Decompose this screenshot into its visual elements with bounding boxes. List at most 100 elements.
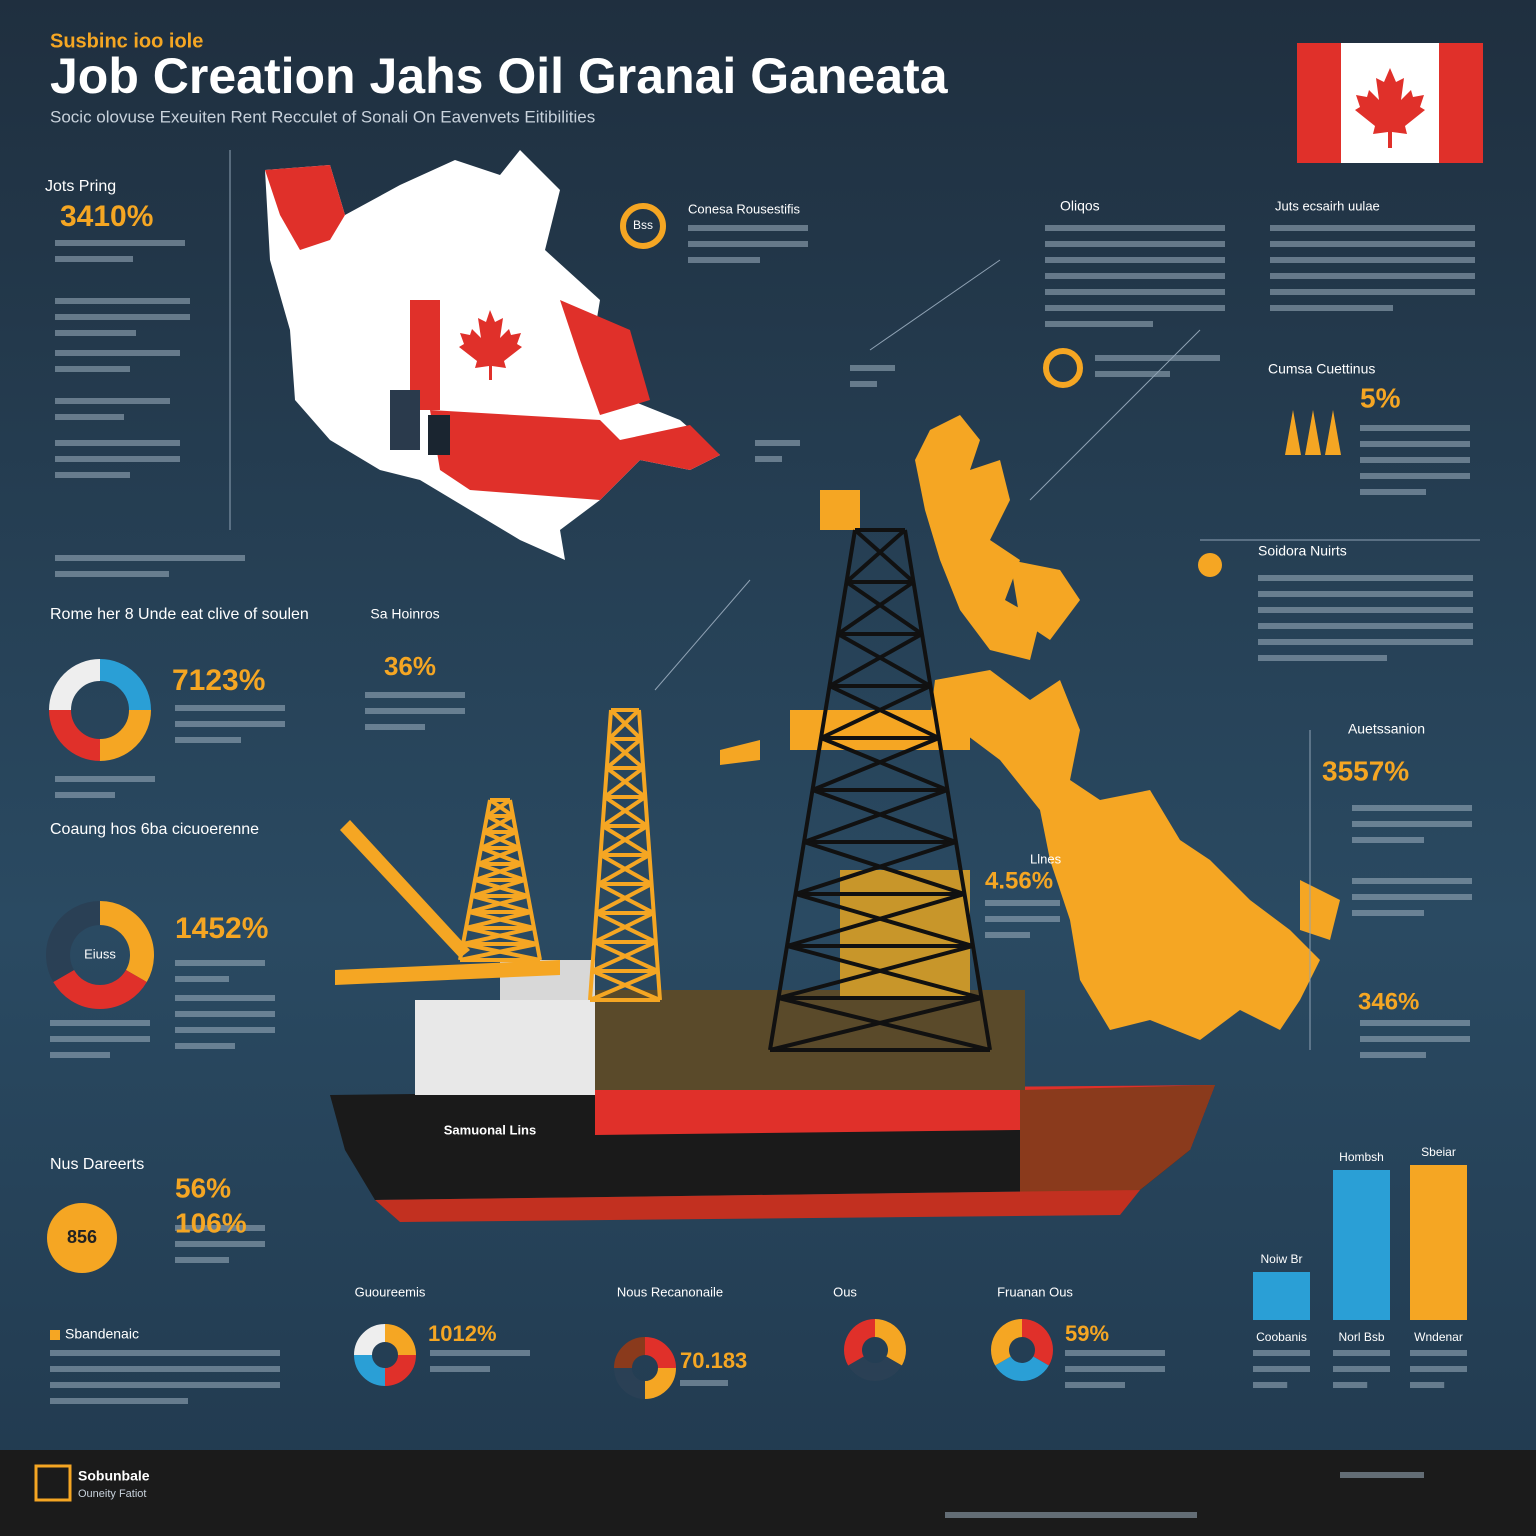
derrick-brace <box>609 708 643 741</box>
text-placeholder <box>1410 1366 1467 1372</box>
text-placeholder <box>55 555 245 561</box>
text-placeholder <box>1065 1350 1165 1356</box>
text-placeholder <box>175 1241 265 1247</box>
badge <box>1043 348 1083 388</box>
text-placeholder <box>1045 305 1225 311</box>
text-placeholder <box>688 257 760 263</box>
text-placeholder <box>1340 1472 1424 1478</box>
label: Socic olovuse Exeuiten Rent Recculet of … <box>50 107 595 126</box>
text-placeholder <box>1360 425 1470 431</box>
donut-segment <box>384 1324 416 1356</box>
bar <box>1333 1170 1390 1320</box>
text-placeholder <box>175 1011 275 1017</box>
text-placeholder <box>55 776 155 782</box>
derrick-brace <box>820 684 932 740</box>
text-placeholder <box>175 1225 265 1231</box>
text-placeholder <box>50 1350 280 1356</box>
text-placeholder <box>1258 575 1473 581</box>
text-placeholder <box>1352 821 1472 827</box>
text-placeholder <box>175 705 285 711</box>
derrick-brace <box>474 878 529 898</box>
label: Soidora Nuirts <box>1258 543 1347 559</box>
label: Conesa Rousestifis <box>688 201 800 216</box>
donut-segment <box>848 1355 902 1381</box>
donut-segment <box>995 1355 1049 1381</box>
donut-segment <box>49 659 101 711</box>
text-placeholder <box>1360 1020 1470 1026</box>
derrick-brace <box>845 528 907 584</box>
derrick-brace <box>477 862 526 882</box>
label: Cumsa Cuettinus <box>1268 361 1375 377</box>
text-placeholder <box>175 1257 229 1263</box>
derrick-brace <box>601 824 651 857</box>
text-placeholder <box>945 1512 1197 1518</box>
label: Nus Dareerts <box>50 1156 144 1173</box>
text-placeholder <box>688 241 808 247</box>
derrick-brace <box>828 632 923 688</box>
text-placeholder <box>1360 489 1426 495</box>
text-placeholder <box>1333 1366 1390 1372</box>
text-placeholder <box>1258 591 1473 597</box>
stat-value: 56% <box>175 1172 231 1203</box>
derrick-brace <box>769 996 982 1052</box>
label: Susbinc ioo iole <box>50 30 203 52</box>
derrick-brace <box>595 911 657 944</box>
stat-value: 4.56% <box>985 867 1053 894</box>
donut-segment <box>354 1324 386 1356</box>
text-placeholder <box>175 1027 275 1033</box>
donut-segment <box>991 1319 1023 1366</box>
text-placeholder <box>1045 289 1225 295</box>
text-placeholder <box>1258 607 1473 613</box>
leader-line <box>229 150 1480 1050</box>
text-placeholder <box>1270 305 1393 311</box>
text-placeholder <box>55 440 180 446</box>
label: Guoureemis <box>355 1284 426 1299</box>
text-placeholder <box>1045 241 1225 247</box>
flame-icon <box>1285 410 1301 455</box>
bar <box>1410 1165 1467 1320</box>
text-placeholder <box>1352 837 1424 843</box>
text-placeholder <box>55 350 180 356</box>
text-placeholder <box>1352 805 1472 811</box>
text-placeholder <box>1065 1366 1165 1372</box>
derrick-brace <box>488 798 515 818</box>
footer <box>0 1450 1536 1536</box>
text-placeholder <box>1333 1350 1390 1356</box>
derrick-brace <box>599 853 653 886</box>
badge <box>620 203 666 249</box>
stat-value: 1012% <box>428 1321 497 1346</box>
derrick-brace <box>811 736 940 792</box>
derrick-brace <box>836 580 915 636</box>
donut-segment <box>46 901 101 982</box>
derrick-brace <box>845 580 924 636</box>
derrick-brace <box>786 892 966 948</box>
text-placeholder <box>365 708 465 714</box>
text-placeholder <box>1045 273 1225 279</box>
text-placeholder <box>680 1380 728 1386</box>
x-tick-label: Coobanis <box>1256 1330 1307 1344</box>
title: Job Creation Jahs Oil Granai Ganeata <box>50 48 949 104</box>
text-placeholder <box>1045 257 1225 263</box>
stat-value: 3410% <box>60 200 153 233</box>
text-placeholder <box>1045 225 1225 231</box>
label: Llnes <box>1030 851 1062 866</box>
derrick <box>458 528 992 1052</box>
derrick-brace <box>486 814 517 834</box>
derrick-brace <box>603 795 649 828</box>
text-placeholder <box>1410 1350 1467 1356</box>
donut-segment <box>614 1367 646 1399</box>
text-placeholder <box>1270 241 1475 247</box>
donut-segment <box>53 969 147 1009</box>
derrick-brace <box>786 944 983 1000</box>
text-placeholder <box>365 724 425 730</box>
derrick-brace <box>777 944 974 1000</box>
derrick-brace <box>837 632 932 688</box>
text-placeholder <box>55 314 190 320</box>
derrick-brace <box>794 892 974 948</box>
map-canada-flag <box>265 150 720 560</box>
derrick-brace <box>803 840 966 896</box>
derrick-brace <box>465 926 538 946</box>
label: Sbandenaic <box>65 1326 139 1342</box>
text-placeholder <box>1258 639 1473 645</box>
text-placeholder <box>175 1043 235 1049</box>
